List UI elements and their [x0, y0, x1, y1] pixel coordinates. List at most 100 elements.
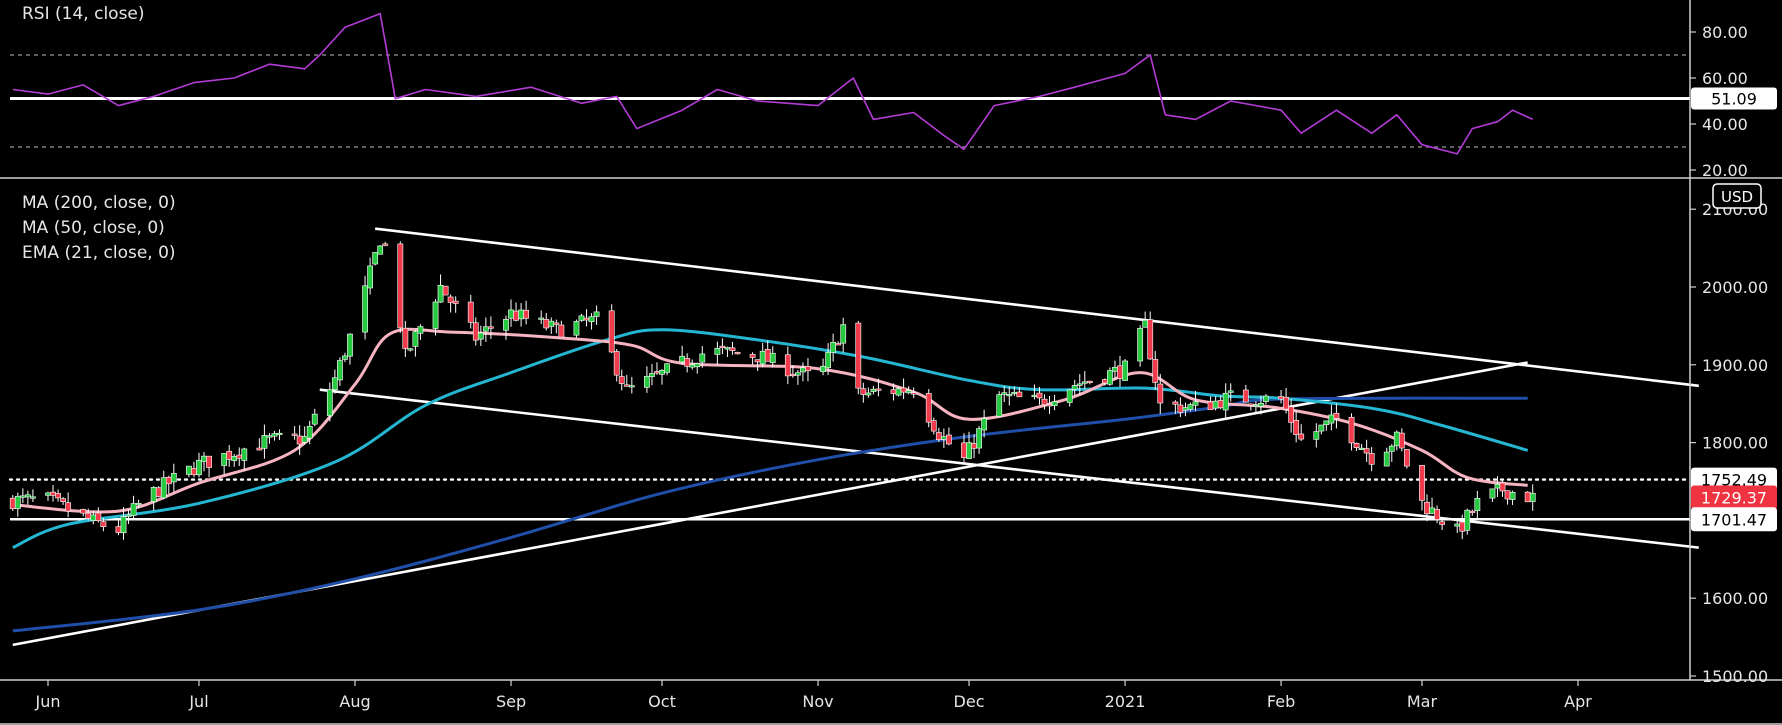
candle	[860, 382, 867, 403]
time-tick-label: 2021	[1105, 692, 1146, 711]
candle-body-down	[467, 301, 474, 323]
time-tick-label: Jul	[188, 692, 208, 711]
candle-body-down	[1288, 406, 1295, 423]
candle	[905, 386, 912, 395]
candle	[1258, 395, 1264, 415]
candle	[447, 294, 454, 313]
candle	[900, 378, 907, 400]
candle-body-up	[311, 413, 318, 425]
candle-body-up	[578, 315, 585, 321]
candle	[699, 346, 706, 368]
candle	[191, 461, 197, 478]
candle-body-down	[447, 296, 454, 303]
candle	[442, 285, 449, 296]
candle	[719, 338, 726, 355]
candle	[805, 358, 811, 382]
candle-body-up	[1182, 407, 1189, 411]
currency-tag[interactable]: USD	[1712, 183, 1762, 209]
candle	[694, 362, 701, 374]
candle	[971, 434, 977, 459]
candle	[593, 305, 600, 325]
candle-body-down	[1348, 416, 1355, 444]
candle	[412, 329, 419, 357]
candle	[206, 455, 212, 478]
candle-body-down	[1403, 449, 1410, 467]
candle	[120, 507, 127, 540]
candle	[583, 309, 590, 327]
candle-body-up	[689, 364, 696, 368]
candle-body-down	[654, 371, 660, 374]
candle-body-down	[513, 310, 519, 321]
candle-body-up	[1474, 497, 1481, 512]
trendline-1	[374, 227, 1699, 388]
candle	[1217, 395, 1224, 410]
candle-body-up	[271, 433, 278, 437]
candle	[875, 378, 882, 397]
candle	[1313, 423, 1320, 448]
candle-body-down	[613, 351, 620, 376]
candle-body-up	[694, 363, 701, 368]
candle-body-up	[588, 316, 595, 323]
candle-body-down	[1278, 396, 1284, 400]
candle-body-up	[1509, 491, 1516, 500]
legend: RSI (14, close) MA (200, close, 0) MA (5…	[22, 4, 176, 263]
candle-body-up	[1318, 424, 1325, 432]
candle	[367, 257, 374, 295]
rsi-tick-label: 40.00	[1702, 115, 1748, 134]
price-tick-label: 1500.00	[1702, 667, 1768, 686]
candle	[724, 346, 731, 358]
candle	[1187, 402, 1194, 412]
time-tick-label: Nov	[802, 692, 833, 711]
candle	[608, 304, 615, 354]
candle-body-down	[623, 384, 630, 387]
candle	[654, 362, 660, 375]
candle-body-up	[976, 428, 982, 449]
candle-body-down	[1524, 491, 1531, 503]
candle-body-up	[1529, 492, 1536, 502]
candle-body-down	[1363, 448, 1370, 454]
candle	[271, 430, 278, 441]
candle-body-up	[1313, 431, 1320, 440]
candle-body-up	[830, 341, 837, 353]
candle-body-up	[699, 353, 706, 363]
candle-body-down	[789, 373, 796, 377]
candle	[1474, 490, 1481, 520]
candle-body-down	[1419, 465, 1425, 501]
candle-body-up	[367, 265, 374, 289]
rsi-tick-label: 80.00	[1702, 23, 1748, 42]
candle	[362, 275, 368, 340]
candle	[1333, 403, 1340, 429]
candle	[945, 427, 952, 446]
candle	[170, 463, 177, 492]
candle-body-up	[1142, 319, 1149, 328]
rsi-line	[12, 12, 1534, 155]
candle-body-up	[1011, 392, 1018, 395]
candle	[1363, 439, 1370, 462]
candle	[1499, 479, 1506, 497]
candle-body-up	[432, 301, 439, 329]
candle	[1393, 430, 1400, 451]
candle-body-down	[553, 322, 560, 325]
candle-body-down	[80, 509, 87, 514]
candle-body-up	[412, 331, 419, 347]
rsi-tick-label: 60.00	[1702, 69, 1748, 88]
candle-body-up	[538, 317, 545, 320]
candle-body-up	[417, 326, 424, 334]
candle	[623, 374, 630, 387]
candle	[1107, 367, 1113, 386]
candle	[45, 491, 51, 501]
candle-body-up	[221, 453, 228, 466]
candle	[769, 346, 776, 368]
candle	[221, 453, 228, 476]
candle	[981, 409, 988, 438]
candle	[1086, 380, 1093, 385]
candle	[865, 387, 872, 398]
candle	[1212, 396, 1219, 411]
rsi-value-label-bg	[1691, 87, 1777, 110]
candle-body-up	[1258, 402, 1264, 407]
candle	[372, 252, 379, 266]
candle	[60, 497, 66, 505]
candle	[910, 387, 917, 399]
candle	[487, 316, 494, 339]
